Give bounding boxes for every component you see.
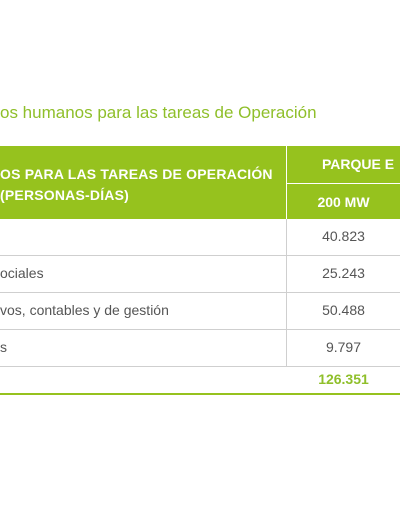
column-divider bbox=[286, 256, 287, 292]
table-title: os humanos para las tareas de Operación bbox=[0, 103, 317, 122]
table-header: OS PARA LAS TAREAS DE OPERACIÓN (PERSONA… bbox=[0, 146, 400, 219]
header-resources-line2: (PERSONAS-DÍAS) bbox=[0, 187, 130, 203]
table-row: 40.823 bbox=[0, 219, 400, 256]
column-divider bbox=[286, 330, 287, 366]
table-body: 40.823 ociales 25.243 vos, contables y d… bbox=[0, 219, 400, 367]
table-row: ociales 25.243 bbox=[0, 256, 400, 293]
header-resources-column: OS PARA LAS TAREAS DE OPERACIÓN (PERSONA… bbox=[0, 146, 286, 219]
total-value: 126.351 bbox=[318, 371, 369, 387]
row-label: vos, contables y de gestión bbox=[0, 302, 169, 318]
row-label: ociales bbox=[0, 265, 44, 281]
header-park-label: PARQUE E bbox=[322, 156, 395, 172]
total-underline bbox=[0, 393, 400, 395]
column-divider bbox=[286, 219, 287, 255]
row-value: 50.488 bbox=[322, 302, 365, 318]
column-divider bbox=[286, 293, 287, 329]
table-row: s 9.797 bbox=[0, 330, 400, 367]
header-divider bbox=[286, 146, 287, 219]
row-value: 40.823 bbox=[322, 228, 365, 244]
header-capacity-label: 200 MW bbox=[317, 194, 370, 210]
row-value: 25.243 bbox=[322, 265, 365, 281]
table-row: vos, contables y de gestión 50.488 bbox=[0, 293, 400, 330]
header-subdivider bbox=[287, 183, 400, 184]
row-value: 9.797 bbox=[325, 339, 362, 355]
row-label: s bbox=[0, 339, 7, 355]
header-resources-line1: OS PARA LAS TAREAS DE OPERACIÓN bbox=[0, 166, 273, 182]
